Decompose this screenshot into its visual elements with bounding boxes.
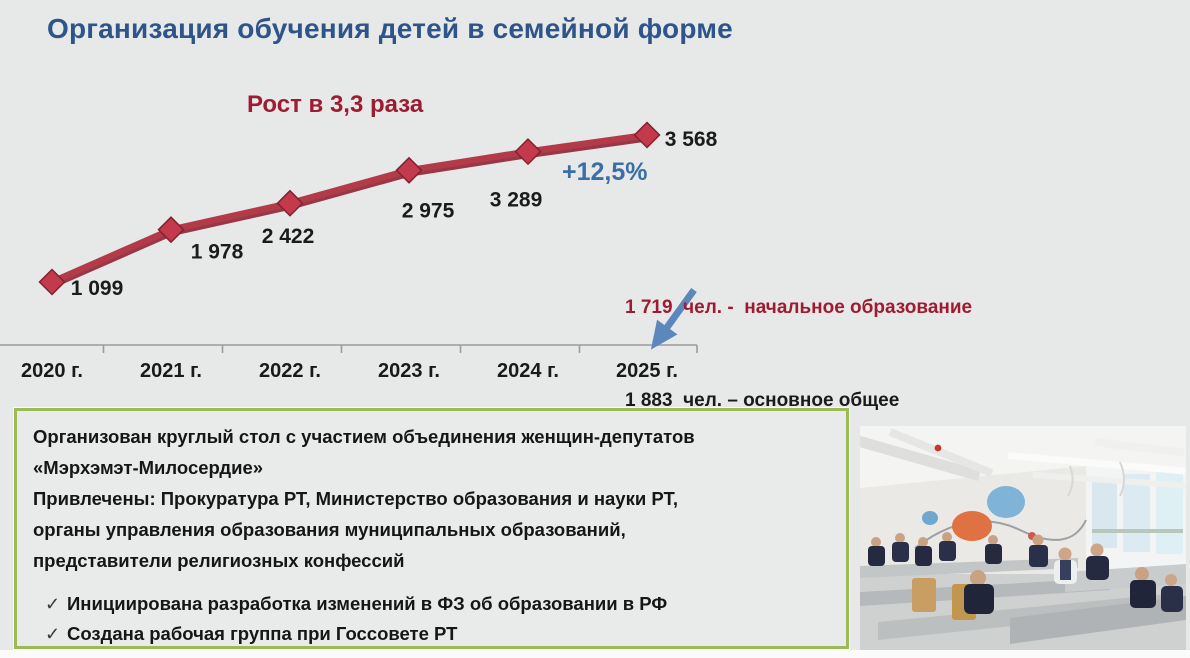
info-paragraph-roundtable: Организован круглый стол с участием объе…	[33, 426, 695, 478]
basic-general-line: 1 883 чел. – основное общее	[625, 390, 900, 411]
bullet-list: ✓ Инициирована разработка изменений в ФЗ…	[33, 589, 830, 649]
breakdown-2025: 1 719 чел. - начальное образование 1 883…	[625, 230, 972, 478]
classroom-photo	[860, 426, 1186, 650]
page-title: Организация обучения детей в семейной фо…	[47, 13, 733, 44]
svg-text:2025 г.: 2025 г.	[616, 360, 678, 382]
bottom-strip	[0, 650, 1190, 658]
svg-text:3 289: 3 289	[490, 189, 543, 212]
svg-text:2023 г.: 2023 г.	[378, 360, 440, 382]
list-item: ✓ Создана рабочая группа при Госсовете Р…	[33, 619, 830, 649]
svg-text:2 975: 2 975	[402, 199, 455, 222]
bullet-text: Инициирована разработка изменений в ФЗ о…	[67, 593, 668, 614]
photo-students	[868, 532, 1183, 614]
info-paragraph-participants: Привлечены: Прокуратура РТ, Министерство…	[33, 488, 679, 571]
info-box: Организован круглый стол с участием объе…	[14, 408, 849, 649]
svg-text:2021 г.: 2021 г.	[140, 360, 202, 382]
growth-annotation: Рост в 3,3 раза	[247, 91, 424, 118]
check-icon: ✓	[45, 624, 61, 644]
svg-text:2 422: 2 422	[262, 225, 315, 248]
photo-ceiling	[860, 426, 1186, 497]
svg-text:3 568: 3 568	[665, 128, 718, 151]
photo-mural	[914, 486, 1087, 560]
delta-annotation: +12,5%	[562, 158, 648, 186]
list-item: ✓ Инициирована разработка изменений в ФЗ…	[33, 589, 830, 619]
svg-text:1 978: 1 978	[191, 241, 244, 264]
family-education-line-chart: 2020 г. 2021 г. 2022 г. 2023 г. 2024 г. 2025 …	[0, 121, 718, 382]
svg-text:2024 г.: 2024 г.	[497, 360, 559, 382]
svg-text:2022 г.: 2022 г.	[259, 360, 321, 382]
bullet-text: Создана рабочая группа при Госсовете РТ	[67, 623, 458, 644]
svg-text:2020 г.: 2020 г.	[21, 360, 83, 382]
check-icon: ✓	[45, 594, 61, 614]
primary-education-line: 1 719 чел. - начальное образование	[625, 297, 973, 318]
svg-text:1 099: 1 099	[71, 277, 124, 300]
